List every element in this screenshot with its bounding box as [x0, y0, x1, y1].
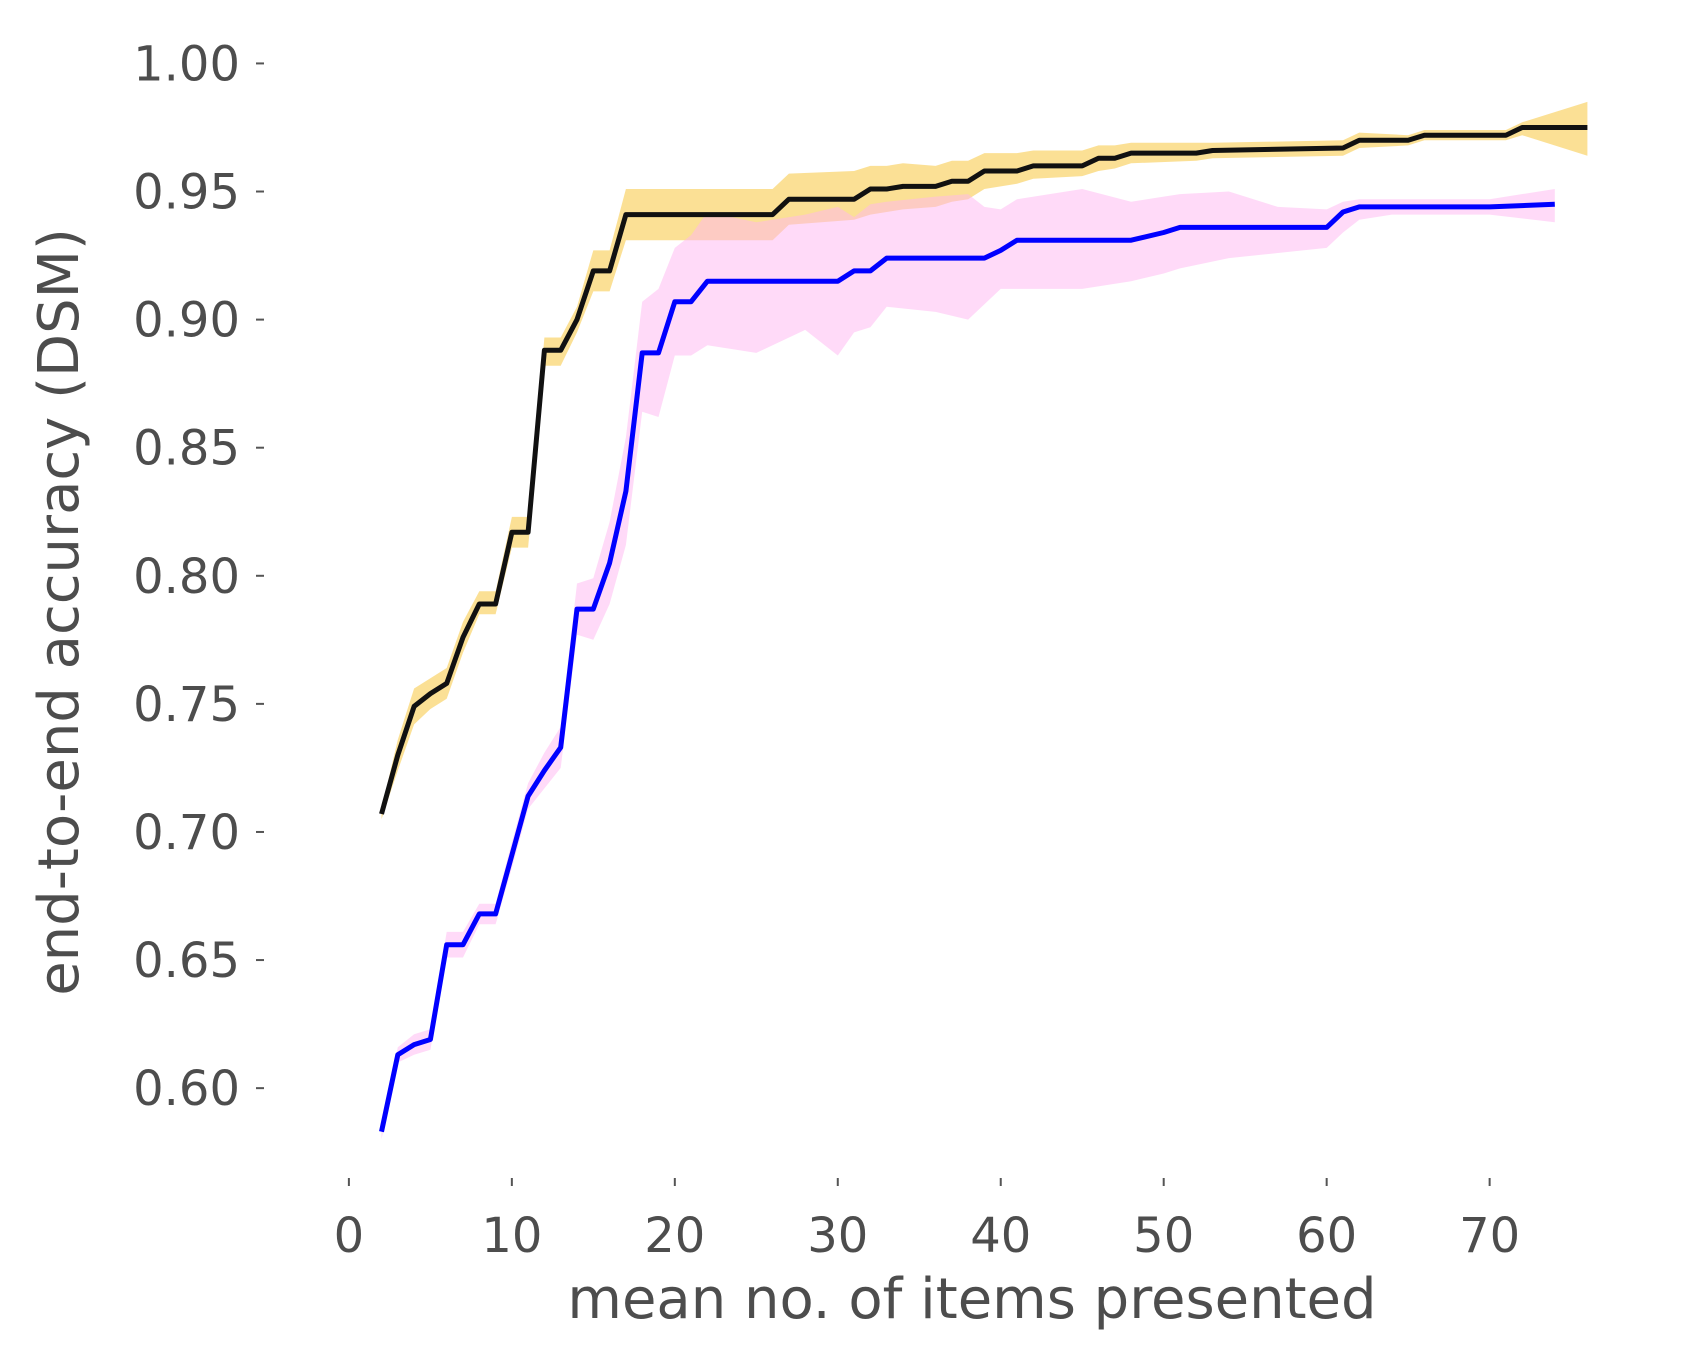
- x-tick-label: 70: [1459, 1208, 1520, 1264]
- y-tick-label: 0.85: [133, 421, 240, 477]
- x-tick-label: 20: [644, 1208, 705, 1264]
- y-tick-label: 0.75: [133, 677, 240, 733]
- y-axis: 0.60 0.65 0.70 0.75 0.80 0.85 0.90 0.95 1.00: [133, 36, 264, 1117]
- x-tick-label: 60: [1296, 1208, 1357, 1264]
- y-tick-label: 1.00: [133, 36, 240, 92]
- series-lines: [379, 125, 1588, 1133]
- x-tick-label: 40: [970, 1208, 1031, 1264]
- y-tick-label: 0.95: [133, 165, 240, 221]
- series-1-line: [379, 125, 1588, 815]
- y-tick-label: 0.70: [133, 805, 240, 861]
- y-axis-label: end-to-end accuracy (DSM): [27, 228, 92, 996]
- x-tick-label: 10: [481, 1208, 542, 1264]
- x-axis-label: mean no. of items presented: [567, 1267, 1376, 1332]
- y-tick-label: 0.80: [133, 549, 240, 605]
- y-tick-label: 0.60: [133, 1061, 240, 1117]
- y-tick-label: 0.65: [133, 933, 240, 989]
- x-tick-label: 0: [334, 1208, 365, 1264]
- x-tick-label: 50: [1133, 1208, 1194, 1264]
- x-axis: 0 10 20 30 40 50 60 70: [334, 1178, 1520, 1264]
- series-2-line: [379, 201, 1555, 1133]
- y-tick-label: 0.90: [133, 293, 240, 349]
- series-2-band: [381, 189, 1555, 1140]
- x-tick-label: 30: [807, 1208, 868, 1264]
